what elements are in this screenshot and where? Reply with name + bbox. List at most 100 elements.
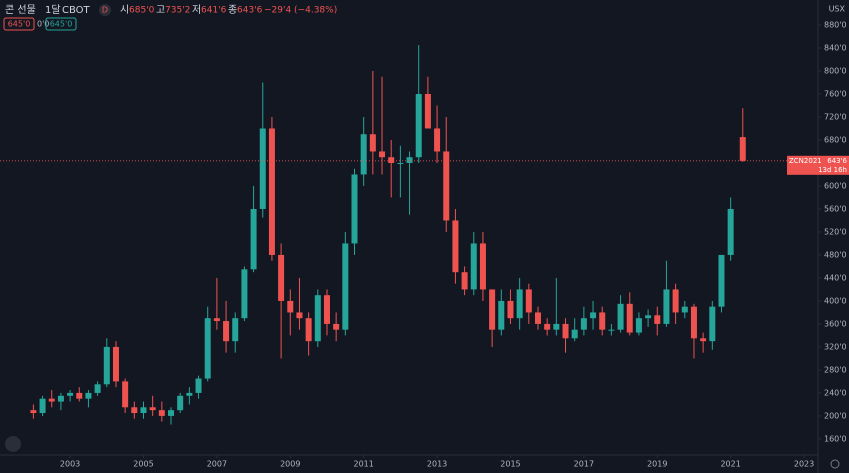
candle-body	[333, 323, 340, 330]
x-tick-label: 2011	[353, 460, 373, 469]
candle-body	[67, 392, 74, 396]
candle-body	[654, 315, 661, 324]
candle-body	[259, 128, 266, 209]
candle-body	[397, 162, 404, 164]
ohlc-value: 735'2	[165, 6, 190, 16]
candle-body	[452, 220, 459, 273]
y-tick-label: 160'0	[824, 434, 847, 443]
candle-body	[268, 128, 275, 255]
candle-body	[323, 295, 330, 324]
candle-body	[424, 93, 431, 129]
candle-body	[379, 151, 386, 158]
candle-body	[85, 392, 92, 399]
candle-body	[342, 243, 349, 330]
candle-body	[177, 395, 184, 411]
candle-body	[186, 392, 193, 396]
candle-body	[489, 289, 496, 330]
candle-body	[241, 269, 248, 319]
candle-body	[599, 312, 606, 330]
candle-body	[57, 395, 64, 402]
y-tick-label: 680'0	[824, 135, 847, 144]
y-tick-label: 720'0	[824, 112, 847, 121]
candle-body	[461, 272, 468, 290]
candle-body	[507, 300, 514, 319]
candle-body	[608, 329, 615, 331]
candle-body	[672, 289, 679, 313]
y-tick-label: 840'0	[824, 44, 847, 53]
candle-body	[140, 407, 147, 414]
candle-body	[700, 338, 707, 342]
indicator-box	[3, 17, 35, 31]
candle-body	[278, 254, 285, 301]
candle-body	[204, 318, 211, 379]
candle-body	[516, 289, 523, 319]
badge-bg	[99, 4, 111, 16]
y-tick-label: 320'0	[824, 342, 847, 351]
candle-body	[195, 378, 202, 393]
plot	[30, 45, 746, 425]
candle-body	[663, 289, 670, 324]
candle-body	[305, 318, 312, 342]
candle-body	[434, 128, 441, 152]
y-tick-label: 560'0	[824, 204, 847, 213]
candle-body	[406, 157, 413, 163]
x-tick-label: 2007	[207, 460, 227, 469]
x-tick-label: 2017	[574, 460, 594, 469]
y-tick-label: 400'0	[824, 296, 847, 305]
candle-body	[727, 208, 734, 255]
indicator: 0'0	[37, 20, 49, 29]
candle-body	[369, 134, 376, 152]
x-tick-label: 2015	[500, 460, 520, 469]
ohlc-label: 시	[120, 4, 129, 16]
candle-body	[287, 300, 294, 313]
candle-body	[562, 323, 569, 339]
candle-body	[443, 151, 450, 221]
candle-body	[168, 410, 175, 416]
ohlc-label: 고	[156, 5, 165, 16]
unit: USX	[829, 5, 846, 14]
y-tick-label: 200'0	[824, 411, 847, 420]
price-tag-symbol: ZCN2021	[789, 157, 822, 165]
candle-body	[158, 410, 165, 416]
indicator: 645'0	[50, 20, 73, 29]
candle-body	[690, 306, 697, 339]
y-tick-label: 800'0	[824, 66, 847, 75]
badge: D	[102, 6, 108, 15]
y-tick-label: 480'0	[824, 250, 847, 259]
candle-body	[709, 306, 716, 342]
candle-body	[544, 323, 551, 330]
price-tag-price: 643'6	[827, 157, 847, 165]
candle-body	[48, 398, 55, 402]
candle-body	[534, 312, 541, 324]
ohlc-value: 685'0	[129, 6, 155, 16]
x-tick-label: 2003	[60, 460, 80, 469]
candle-body	[131, 407, 138, 414]
candle-body	[250, 208, 257, 270]
logo[interactable]	[5, 436, 21, 452]
indicator: 645'0	[8, 20, 31, 29]
y-tick-label: 360'0	[824, 319, 847, 328]
settings-icon[interactable]	[830, 459, 840, 469]
symbol: 콘 선물	[5, 4, 36, 16]
candle-body	[94, 384, 101, 393]
ohlc-value: 641'6	[201, 6, 227, 16]
ohlc-label: 종	[228, 4, 237, 16]
candle-body	[626, 303, 633, 333]
candle-body	[76, 392, 83, 399]
interval: 1달	[45, 4, 61, 16]
x-tick-label: 2009	[280, 460, 300, 469]
candle-body	[232, 318, 239, 342]
price-tag-bg	[787, 155, 849, 175]
candle-body	[388, 157, 395, 163]
candle-body	[213, 318, 220, 322]
ohlc: 시 685'0 고 735'2 저 641'6 종 643'6 −29'4 (−4.38%)	[120, 4, 337, 16]
candle-body	[681, 306, 688, 313]
candle-body	[525, 289, 532, 313]
ohlc-value: 643'6	[237, 6, 263, 16]
candle-body	[645, 315, 652, 319]
y-tick-label: 440'0	[824, 273, 847, 282]
candle-body	[112, 346, 119, 382]
candle-body	[415, 93, 422, 158]
y-tick-label: 880'0	[824, 21, 847, 30]
